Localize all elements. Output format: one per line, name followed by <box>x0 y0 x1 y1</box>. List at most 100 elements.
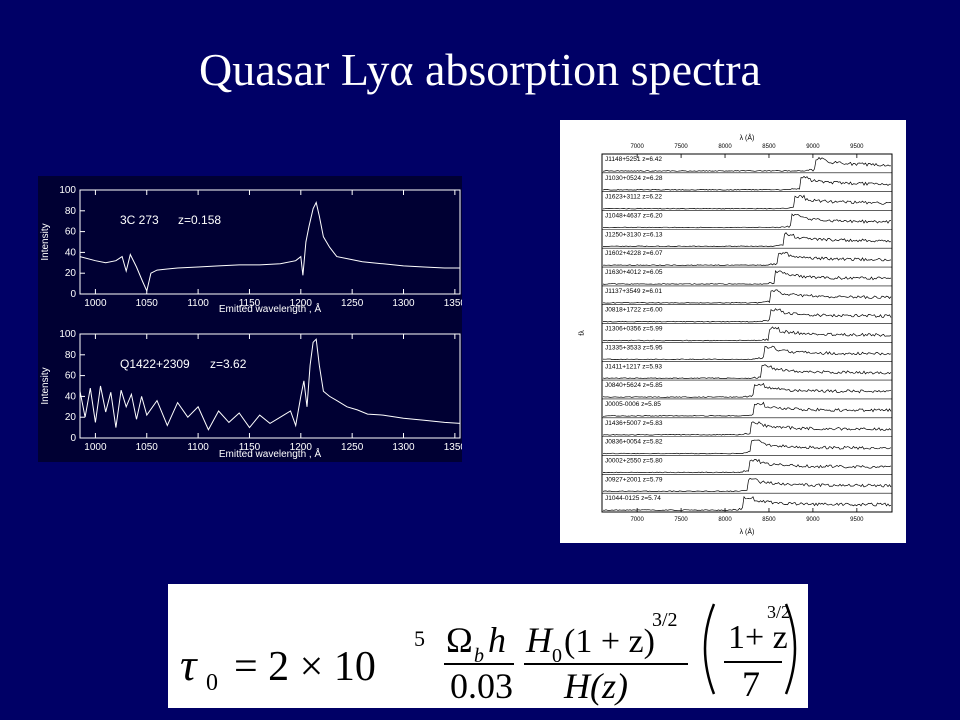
x-tick-label: 1150 <box>239 442 261 453</box>
y-tick-label: 40 <box>65 391 77 402</box>
x-tick-label: 7500 <box>674 517 688 523</box>
quasar-spectrum-line <box>602 421 892 436</box>
quasar-spectrum-line <box>602 232 892 248</box>
quasar-spectrum-line <box>602 175 891 191</box>
quasar-label: J0818+1722 z=6.00 <box>605 307 663 314</box>
quasar-label: J1250+3130 z=6.13 <box>605 231 663 238</box>
x-tick-label: 1000 <box>84 298 107 309</box>
formula-lhs: τ <box>180 639 198 690</box>
spectrum-redshift-label: z=0.158 <box>178 213 221 227</box>
y-axis-label: fλ <box>579 330 586 336</box>
y-tick-label: 20 <box>65 268 77 279</box>
quasar-label: J1411+1217 z=5.93 <box>605 363 662 370</box>
frac3-numerator: 1+ z <box>728 619 788 656</box>
right-paren <box>784 603 797 695</box>
formula-coefficient: = 2 × 10 <box>234 644 376 690</box>
x-tick-label: 1050 <box>136 298 159 309</box>
x-tick-label: 9000 <box>806 517 820 523</box>
y-axis-label: Intensity <box>40 223 51 260</box>
quasar-label: J0836+0054 z=5.82 <box>605 439 663 446</box>
y-tick-label: 80 <box>65 350 77 361</box>
optical-depth-formula: τ 0 = 2 × 10 5 Ω b h 0.03 H 0 (1 + z) 3/… <box>168 584 808 708</box>
quasar-label: J0927+2001 z=5.79 <box>605 476 663 483</box>
x-tick-label: 1050 <box>136 442 159 453</box>
frac1-numerator-h: h <box>488 620 506 660</box>
y-tick-label: 0 <box>70 433 76 444</box>
x-tick-label-top: 9000 <box>806 144 820 150</box>
frac2-numerator-sub: 0 <box>552 645 562 667</box>
spectrum-line-2 <box>79 338 461 431</box>
frac2-numerator-exp: 3/2 <box>652 609 678 631</box>
quasar-label: J1044-0125 z=5.74 <box>605 495 661 502</box>
quasar-spectrum-line <box>602 439 892 455</box>
quasar-label: J1623+3112 z=6.22 <box>605 194 662 201</box>
frac2-denominator: H(z) <box>563 666 628 706</box>
quasar-spectrum-line <box>602 194 892 210</box>
frac1-denominator: 0.03 <box>450 666 513 706</box>
quasar-spectrum-line <box>602 289 892 304</box>
stack-frame <box>601 153 893 513</box>
y-tick-label: 60 <box>65 227 77 238</box>
quasar-spectrum-line <box>602 364 892 379</box>
x-tick-label: 1100 <box>187 298 209 309</box>
x-tick-label: 8500 <box>762 517 776 523</box>
quasar-label: J1630+4012 z=6.05 <box>605 269 663 276</box>
x-tick-label: 8000 <box>718 517 732 523</box>
x-tick-label: 1300 <box>392 298 415 309</box>
y-tick-label: 100 <box>59 185 76 196</box>
y-axis-label: Intensity <box>40 367 51 404</box>
frac1-numerator-sub: b <box>474 645 484 667</box>
x-tick-label: 1300 <box>392 442 415 453</box>
x-axis-label: Emitted wavelength , Å <box>219 302 322 315</box>
x-tick-label: 9500 <box>850 517 864 523</box>
x-tick-label: 1150 <box>239 298 261 309</box>
quasar-label: J1602+4228 z=6.07 <box>605 250 663 257</box>
x-axis-label: Emitted wavelength , Å <box>219 447 322 460</box>
x-axis-label: λ (Å) <box>740 527 755 536</box>
x-tick-label-top: 7000 <box>630 144 644 150</box>
quasar-spectrum-line <box>602 251 892 266</box>
frac1-numerator-omega: Ω <box>446 620 473 660</box>
x-tick-label: 7000 <box>630 517 644 523</box>
quasar-label: J1335+3533 z=5.95 <box>605 344 663 351</box>
x-axis-label-top: λ (Å) <box>740 133 755 142</box>
quasar-label: J0840+5624 z=5.85 <box>605 382 663 389</box>
quasar-spectrum-line <box>602 270 892 285</box>
formula-exponent: 5 <box>414 626 425 651</box>
quasar-spectrum-line <box>602 213 892 229</box>
plot-frame-1 <box>79 189 461 295</box>
x-tick-label-top: 8000 <box>718 144 732 150</box>
slide-title: Quasar Lyα absorption spectra <box>199 44 761 95</box>
formula-lhs-sub: 0 <box>206 670 218 696</box>
spectrum-object-label: 3C 273 <box>120 213 159 227</box>
y-tick-label: 20 <box>65 412 77 423</box>
quasar-spectrum-line <box>602 495 892 511</box>
quasar-spectrum-line <box>602 382 892 398</box>
right-spectra-panel: 7000 7000 7500 7500 8000 8000 8500 8500 9000 9000… <box>560 120 906 543</box>
x-tick-label: 1250 <box>341 442 364 453</box>
quasar-spectrum-line <box>602 326 892 342</box>
quasar-spectrum-line <box>602 156 892 172</box>
quasar-spectrum-line <box>602 458 892 474</box>
quasar-label: J1148+5251 z=6.42 <box>605 156 662 163</box>
quasar-label: J0002+2550 z=5.80 <box>605 457 663 464</box>
quasar-spectrum-line <box>602 308 892 323</box>
x-tick-label-top: 7500 <box>674 144 688 150</box>
x-tick-label: 1200 <box>290 442 313 453</box>
frac2-numerator-h: H <box>525 620 554 660</box>
frac2-numerator-mid: (1 + z) <box>564 623 655 660</box>
quasar-label: J1436+5007 z=5.83 <box>605 420 663 427</box>
x-tick-label: 1000 <box>84 442 107 453</box>
x-tick-label-top: 9500 <box>850 144 864 150</box>
quasar-label: J1137+3549 z=6.01 <box>605 288 662 295</box>
quasar-spectrum-line <box>602 345 892 361</box>
formula-svg: τ 0 = 2 × 10 5 Ω b h 0.03 H 0 (1 + z) 3/… <box>180 602 797 706</box>
right-spectra-svg: 7000 7000 7500 7500 8000 8000 8500 8500 9000 9000… <box>579 133 893 536</box>
y-tick-label: 60 <box>65 371 77 382</box>
left-paren <box>703 603 716 695</box>
quasar-label: J0005-0006 z=5.85 <box>605 401 661 408</box>
